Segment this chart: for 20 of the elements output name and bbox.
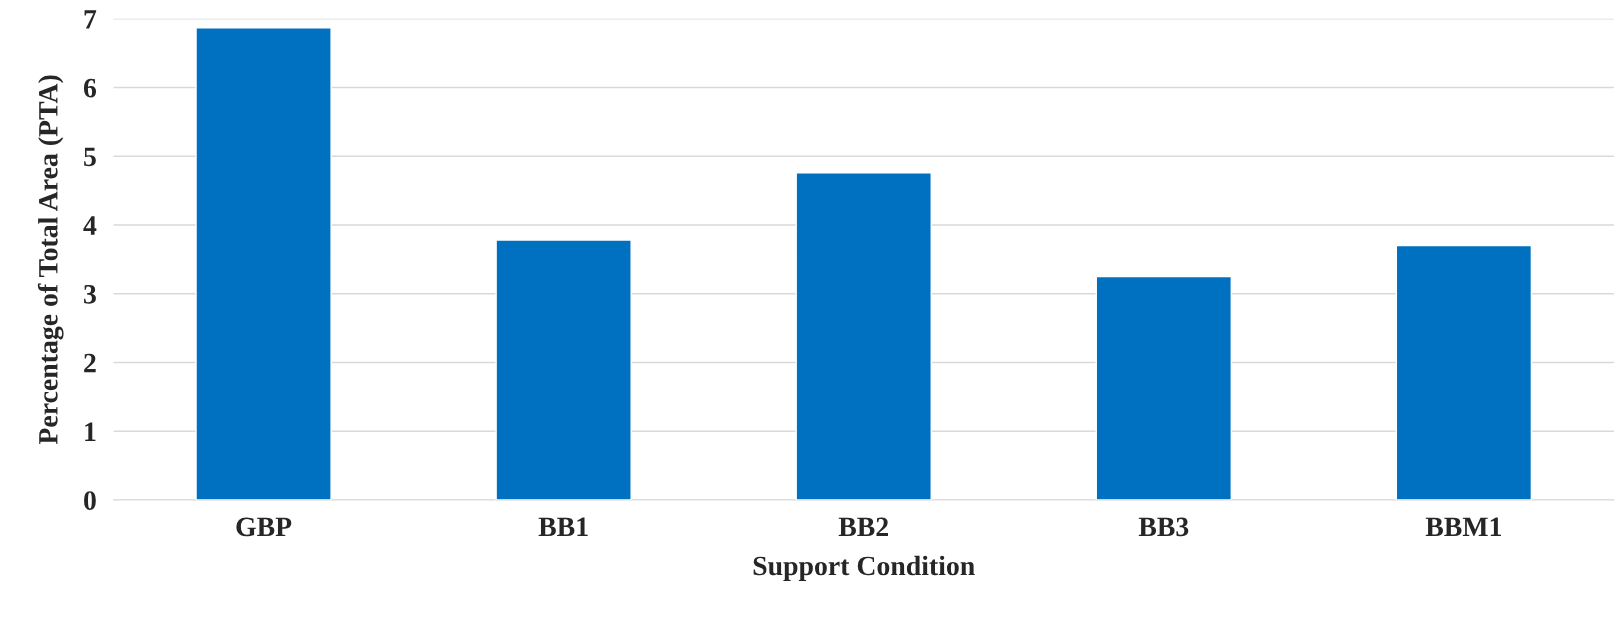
- x-tick-label: BB1: [538, 517, 588, 537]
- y-tick-label: 7: [84, 10, 97, 29]
- y-axis-title: Percentage of Total Area (PTA): [37, 75, 64, 445]
- y-tick-label: 4: [83, 216, 97, 235]
- x-tick-label: BBM1: [1425, 517, 1501, 537]
- x-axis-title: Support Condition: [753, 555, 975, 581]
- y-tick-label: 2: [84, 353, 96, 373]
- bar: [1095, 275, 1232, 500]
- y-tick-label: 1: [85, 422, 96, 441]
- bar: [1395, 244, 1533, 500]
- y-tick-label: 3: [84, 284, 96, 304]
- x-tick-label: GBP: [236, 517, 292, 537]
- y-tick-label: 5: [84, 147, 96, 167]
- x-tick-label: BB3: [1138, 517, 1189, 537]
- y-tick-label: 6: [83, 78, 97, 98]
- bar: [495, 239, 632, 500]
- y-tick-label: 0: [84, 491, 96, 510]
- bar: [795, 172, 932, 500]
- x-tick-label: BB2: [838, 517, 888, 537]
- bar: [195, 26, 332, 500]
